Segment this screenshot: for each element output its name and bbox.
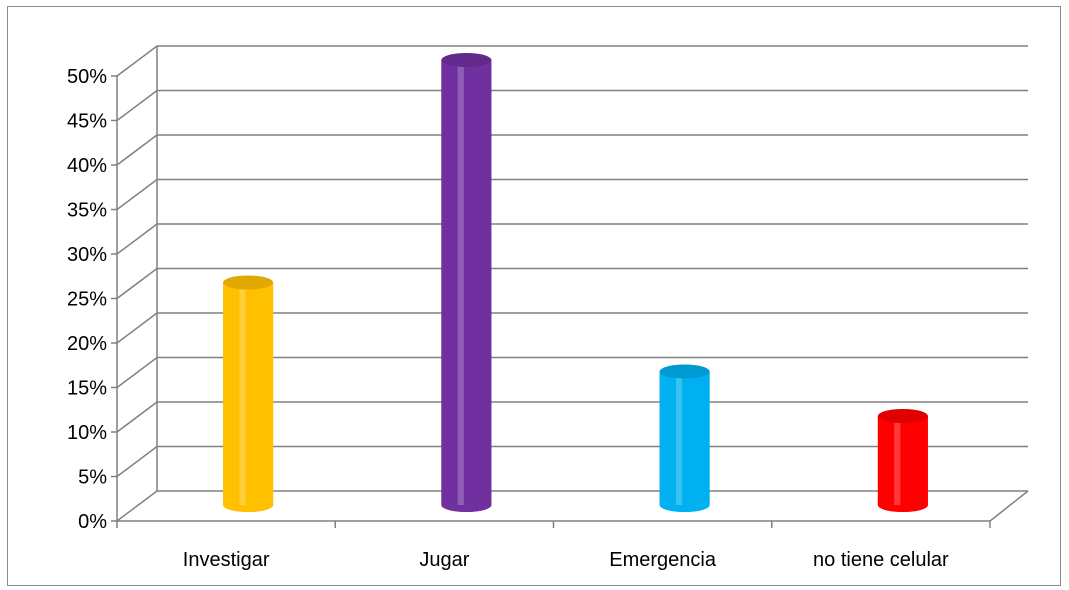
gridline bbox=[116, 312, 1028, 344]
bar-jugar bbox=[441, 53, 492, 512]
x-tick-label: Jugar bbox=[419, 549, 469, 571]
y-tick-label: 40% bbox=[67, 155, 107, 177]
bar-top bbox=[659, 364, 710, 379]
y-tick-label: 35% bbox=[67, 200, 107, 222]
gridline bbox=[116, 490, 1028, 522]
y-tick-label: 50% bbox=[67, 66, 107, 88]
gridline bbox=[116, 178, 1028, 211]
bar-emergencia bbox=[659, 364, 710, 512]
y-axis-ticks: 0% 5% 10% 15% 20% 25% 30% 35% 40% 45% 50% bbox=[67, 66, 117, 533]
bar-top bbox=[441, 53, 492, 67]
y-tick-label: 10% bbox=[67, 422, 107, 444]
bar-top bbox=[877, 409, 928, 423]
x-axis bbox=[116, 521, 991, 528]
bar-top-shade bbox=[659, 364, 710, 379]
x-tick-label: Emergencia bbox=[609, 549, 717, 571]
bar-highlight bbox=[675, 371, 683, 505]
x-tick-label: Investigar bbox=[183, 549, 270, 571]
y-tick-label: 45% bbox=[67, 111, 107, 133]
gridline bbox=[116, 134, 1028, 166]
gridline bbox=[116, 223, 1028, 255]
bar-highlight bbox=[894, 416, 901, 505]
floor-right-edge bbox=[989, 490, 1029, 522]
gridline bbox=[116, 45, 1028, 77]
x-axis-labels: Investigar Jugar Emergencia no tiene celula… bbox=[183, 549, 949, 571]
gridline bbox=[116, 267, 1028, 300]
bar-highlight bbox=[457, 60, 464, 505]
x-tick-label: no tiene celular bbox=[813, 549, 949, 571]
bar-investigar bbox=[223, 275, 274, 512]
y-tick-label: 5% bbox=[78, 467, 107, 489]
gridline bbox=[116, 89, 1028, 122]
y-tick-label: 15% bbox=[67, 378, 107, 400]
gridline bbox=[116, 356, 1028, 389]
y-tick-label: 0% bbox=[78, 511, 107, 533]
y-tick-label: 20% bbox=[67, 333, 107, 355]
bar-top-shade bbox=[441, 53, 492, 67]
gridline bbox=[116, 401, 1028, 433]
bar-shading bbox=[877, 416, 928, 512]
bars bbox=[223, 53, 928, 512]
bar-top-shade bbox=[223, 275, 274, 290]
bar-shading bbox=[223, 282, 274, 512]
gridlines bbox=[116, 45, 1028, 522]
y-tick-label: 25% bbox=[67, 289, 107, 311]
bar-shading bbox=[659, 371, 710, 512]
gridline bbox=[116, 445, 1028, 478]
bar-top-shade bbox=[877, 409, 928, 423]
y-tick-label: 30% bbox=[67, 244, 107, 266]
bar-top bbox=[223, 275, 274, 290]
bar-no-tiene-celular bbox=[877, 409, 928, 512]
bar-shading bbox=[441, 60, 492, 512]
bar-highlight bbox=[239, 282, 246, 505]
